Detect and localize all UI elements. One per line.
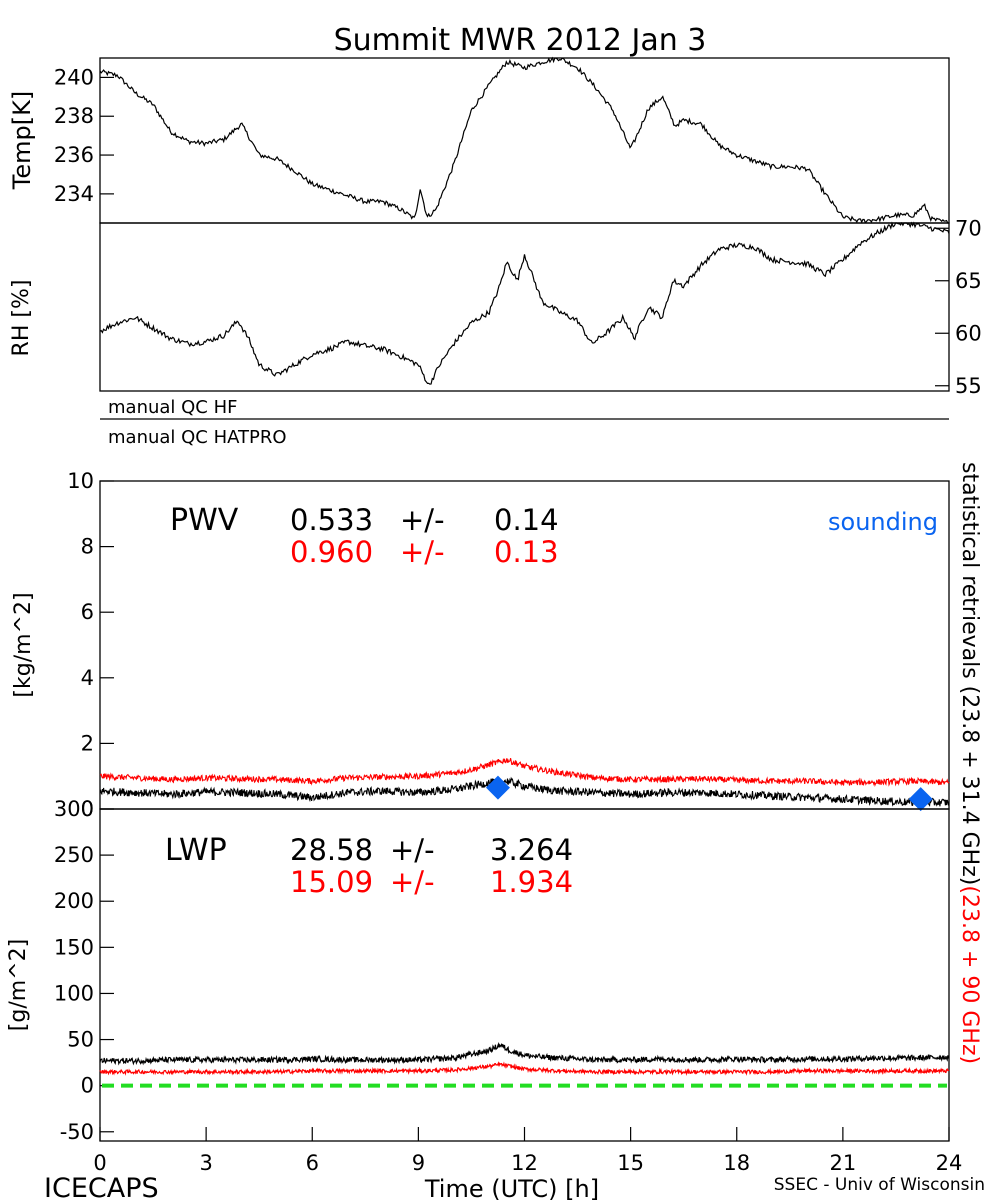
lwp-y-ticks: -50 0 50 100 150 200 250 300 <box>54 797 114 1144</box>
x-tick-label: 21 <box>830 1151 857 1175</box>
pwv-y-label: [kg/m^2] <box>11 592 36 697</box>
pwv-stat-red-mean: 0.960 <box>290 535 373 569</box>
y-tick-label: 50 <box>67 1028 94 1052</box>
x-tick-label: 18 <box>723 1151 750 1175</box>
y-tick-label: 236 <box>54 143 94 167</box>
x-axis-ticks: 0 3 6 9 12 15 18 21 24 <box>93 1127 962 1175</box>
y-tick-label: 4 <box>81 666 94 690</box>
y-tick-label: 8 <box>81 535 94 559</box>
y-tick-label: 240 <box>54 65 94 89</box>
rh-series-line <box>99 221 950 385</box>
y-tick-label: -50 <box>60 1120 94 1144</box>
x-tick-label: 12 <box>511 1151 538 1175</box>
footer-left: ICECAPS <box>44 1173 159 1200</box>
pwv-stat-black-mean: 0.533 <box>290 503 373 537</box>
lwp-black-series-line <box>99 1041 950 1066</box>
y-tick-label: 6 <box>81 600 94 624</box>
temperature-panel: 234 236 238 240 Temp[K] <box>8 56 950 224</box>
y-tick-label: 238 <box>54 104 94 128</box>
y-tick-label: 55 <box>955 374 982 398</box>
lwp-y-label: [g/m^2] <box>6 939 31 1031</box>
x-axis-label: Time (UTC) [h] <box>424 1175 599 1200</box>
pwv-panel: 0 2 4 6 8 10 [kg/m^2] PWV 0.533 +/- 0.14 0.96… <box>11 469 950 821</box>
pwv-stat-red-pm: +/- <box>400 535 445 569</box>
qc-hatpro-label: manual QC HATPRO <box>108 427 287 448</box>
temperature-y-ticks: 234 236 238 240 <box>54 65 114 206</box>
temperature-frame <box>99 57 950 224</box>
rh-y-label: RH [%] <box>9 280 34 357</box>
sounding-marker <box>485 775 510 800</box>
y-tick-label: 65 <box>955 269 982 293</box>
y-tick-label: 250 <box>54 843 94 867</box>
x-tick-label: 9 <box>412 1151 425 1175</box>
qc-hf-label: manual QC HF <box>108 397 237 418</box>
lwp-stat-red-err: 1.934 <box>490 865 573 899</box>
footer-right: SSEC - Univ of Wisconsin <box>774 1175 985 1195</box>
temperature-y-label: Temp[K] <box>8 91 36 190</box>
lwp-stat-red-pm: +/- <box>390 865 435 899</box>
y-tick-label: 150 <box>54 935 94 959</box>
lwp-stat-black-mean: 28.58 <box>290 833 373 867</box>
y-tick-label: 100 <box>54 981 94 1005</box>
y-tick-label: 0 <box>81 1074 94 1098</box>
y-tick-label: 60 <box>955 321 982 345</box>
y-tick-label: 200 <box>54 889 94 913</box>
sounding-marker <box>908 787 933 812</box>
lwp-stat-black-pm: +/- <box>390 833 435 867</box>
lwp-red-series-line <box>99 1061 950 1076</box>
pwv-label: PWV <box>170 503 239 538</box>
y-tick-label: 300 <box>54 797 94 821</box>
rh-frame <box>99 222 950 392</box>
chart-title: Summit MWR 2012 Jan 3 <box>334 23 707 58</box>
temperature-series-line <box>99 56 949 224</box>
rh-y-ticks: 55 60 65 70 <box>935 216 982 398</box>
sounding-markers <box>485 775 933 812</box>
x-tick-label: 3 <box>199 1151 212 1175</box>
x-tick-label: 0 <box>93 1151 106 1175</box>
qc-strip: manual QC HF manual QC HATPRO <box>100 397 949 448</box>
x-tick-label: 24 <box>936 1151 963 1175</box>
pwv-y-ticks: 0 2 4 6 8 10 <box>67 469 114 821</box>
pwv-red-series-line <box>99 757 950 787</box>
pwv-stat-black-pm: +/- <box>400 503 445 537</box>
pwv-stat-red-err: 0.13 <box>494 535 559 569</box>
pwv-black-series-line <box>99 776 950 807</box>
x-tick-label: 15 <box>617 1151 644 1175</box>
sounding-legend: sounding <box>828 508 938 536</box>
lwp-label: LWP <box>165 833 227 868</box>
pwv-stat-black-err: 0.14 <box>494 503 559 537</box>
y-tick-label: 10 <box>67 469 94 493</box>
y-tick-label: 2 <box>81 731 94 755</box>
y-tick-label: 70 <box>955 216 982 240</box>
rh-panel: 55 60 65 70 RH [%] <box>9 216 982 398</box>
lwp-stat-red-mean: 15.09 <box>290 865 373 899</box>
y-tick-label: 234 <box>54 182 94 206</box>
x-tick-label: 6 <box>306 1151 319 1175</box>
right-vertical-label: statistical retrievals (23.8 + 31.4 GHz)… <box>957 462 982 1064</box>
right-label-black: statistical retrievals (23.8 + 31.4 GHz) <box>957 462 982 885</box>
lwp-stat-black-err: 3.264 <box>490 833 573 867</box>
right-label-red: (23.8 + 90 GHz) <box>957 885 982 1064</box>
y-tick-label: 0 <box>81 797 94 821</box>
